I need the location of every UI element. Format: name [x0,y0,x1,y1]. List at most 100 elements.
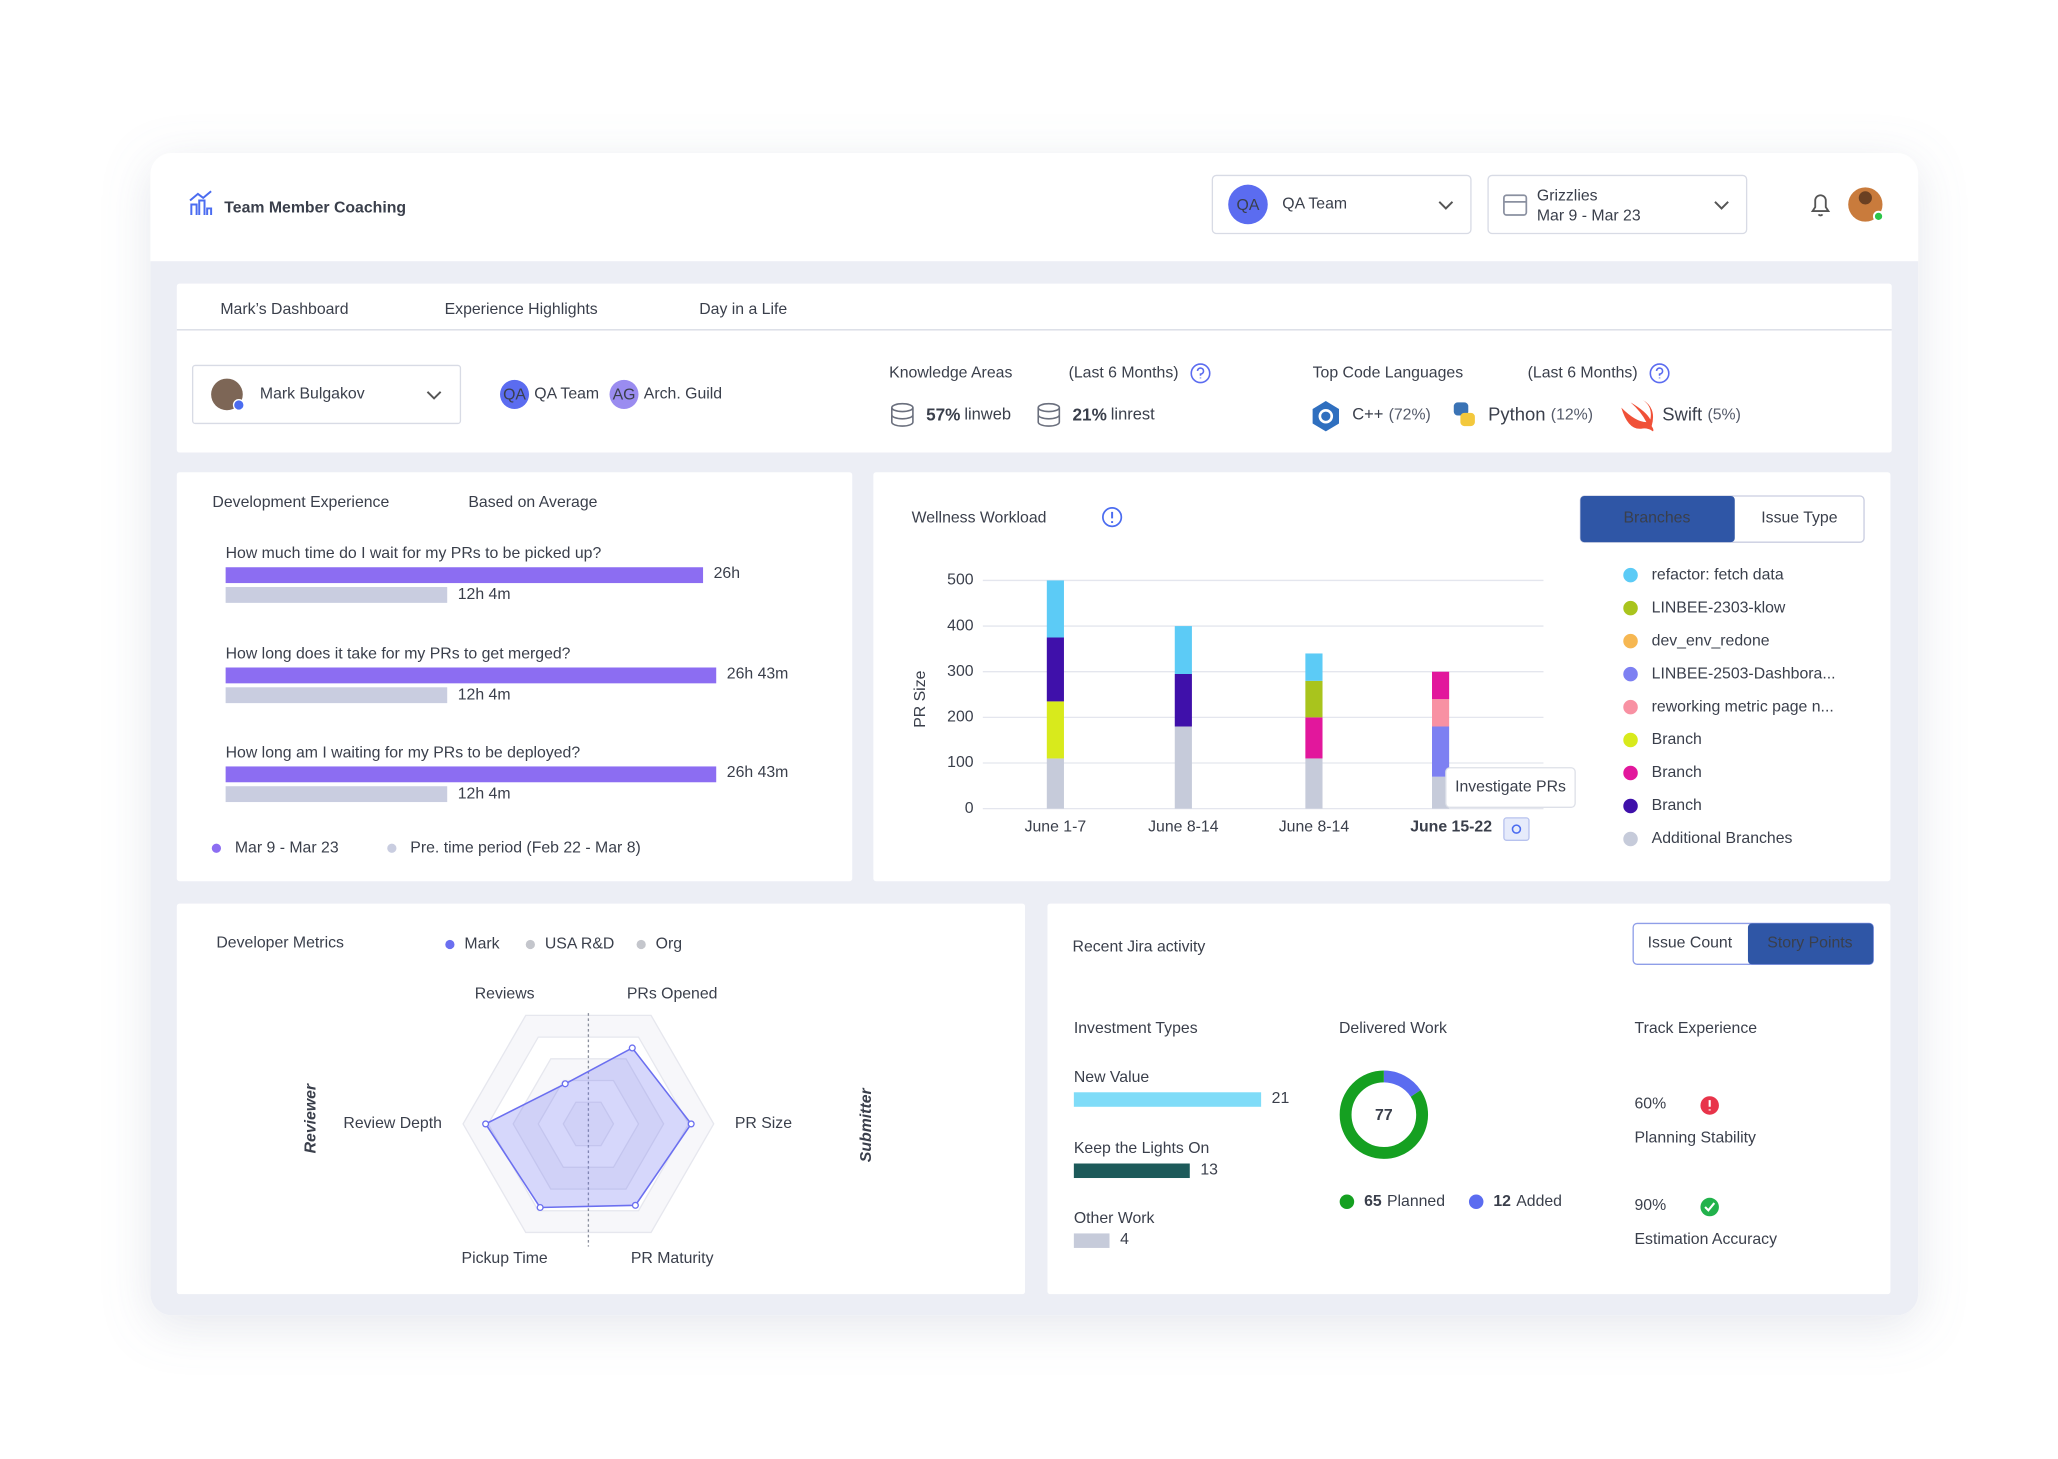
toggle-label[interactable]: Issue Type [1761,510,1837,527]
bar-segment [1046,758,1064,809]
delivered-value: 65 [1364,1193,1382,1210]
y-tick-label: 400 [947,617,974,634]
group-name: QA Team [534,386,599,403]
sprint-dropdown[interactable] [1487,174,1748,235]
panel-title: Wellness Workload [912,510,1047,527]
tab[interactable]: Mark’s Dashboard [220,301,348,318]
side-label: Submitter [858,1087,875,1162]
radar-point [628,1044,636,1052]
investment-name: New Value [1074,1069,1150,1086]
current-bar [225,567,704,584]
radar-point [561,1080,569,1088]
toggle-label[interactable]: Issue Count [1648,934,1733,951]
language-item: Python (12%) [1488,403,1593,424]
knowledge-share: 57% [926,404,960,424]
legend-label: Mar 9 - Mar 23 [235,839,339,856]
status-icon [1700,1197,1719,1217]
tab[interactable]: Experience Highlights [445,301,598,318]
radar-point [631,1201,639,1209]
current-label: 26h 43m [727,665,789,682]
language-item: C++ (72%) [1352,406,1431,424]
investment-bar [1073,1092,1262,1107]
investment-bar [1073,1233,1110,1248]
section-title: Knowledge Areas [889,365,1012,382]
bar-segment [1305,680,1323,718]
legend-label: Branch [1652,797,1702,814]
y-tick-label: 0 [965,800,974,817]
notification-bell[interactable] [1810,194,1831,217]
bar-segment [1305,717,1323,759]
sprint-name: Grizzlies [1537,188,1598,205]
column-title: Investment Types [1074,1020,1198,1037]
panel-title: Development Experience [212,494,389,511]
legend-dot [1623,732,1638,748]
current-label: 26h 43m [727,764,789,781]
legend-dot [636,939,646,950]
legend-dot [1623,831,1638,847]
legend-label: reworking metric page n... [1652,698,1834,715]
y-axis-label: PR Size [912,670,929,727]
section-period: (Last 6 Months) [1069,365,1179,382]
previous-bar [225,587,448,603]
help-mark [1655,367,1664,379]
python-icon-top [1453,402,1469,416]
previous-label: 12h 4m [458,586,511,603]
tooltip-text: Investigate PRs [1455,779,1566,796]
legend-dot [1623,633,1638,649]
question-text: How much time do I wait for my PRs to be… [226,545,602,562]
investment-bar [1073,1163,1190,1179]
group-badge-text: AG [613,386,636,403]
tab[interactable]: Day in a Life [699,301,787,318]
chevron [1714,201,1729,210]
donut-total: 77 [1375,1107,1393,1124]
language-share: (5%) [1707,407,1740,424]
side-label: Reviewer [303,1083,320,1153]
knowledge-name: linweb [964,406,1011,424]
bar-segment [1046,580,1064,638]
chevron [1438,201,1454,210]
profile-dropdown[interactable] [191,364,462,425]
logo-icon [189,190,213,216]
legend-label: LINBEE-2303-klow [1652,599,1786,616]
investigate-button[interactable] [1503,817,1530,841]
investment-value: 21 [1272,1090,1290,1107]
delivered-legend: 12 Added [1493,1193,1562,1210]
legend-label: refactor: fetch data [1652,566,1784,583]
toggle-active[interactable] [1747,923,1874,965]
group-badge-text: QA [503,386,526,403]
team-dropdown[interactable] [1211,174,1472,235]
y-tick-label: 500 [947,572,974,589]
radar-axis-label: Reviews [475,986,535,1003]
language-name: Swift [1662,403,1702,424]
page-title: Team Member Coaching [224,200,406,217]
investment-value: 13 [1200,1161,1218,1178]
radar-axis-label: PR Maturity [631,1250,714,1267]
radar-axis-label: Review Depth [343,1115,442,1132]
legend-label: USA R&D [545,936,615,953]
language-share: (12%) [1551,407,1593,424]
x-tick-label: June 15-22 [1410,818,1492,835]
chevron [426,391,442,400]
radar-axis-label: PR Size [735,1115,792,1132]
help-mark [1196,367,1205,379]
profile-name: Mark Bulgakov [260,386,365,403]
swift-icon [1621,399,1654,432]
x-tick-label: June 8-14 [1279,818,1350,835]
help-icon[interactable] [1649,363,1670,384]
legend-label: Mark [464,936,499,953]
online-dot [1872,210,1885,222]
legend-label: Pre. time period (Feb 22 - Mar 8) [410,839,640,856]
delivered-value: 12 [1493,1193,1511,1210]
investment-name: Other Work [1074,1210,1155,1227]
radar-point [536,1203,544,1212]
toggle-label[interactable]: Story Points [1767,934,1852,951]
toggle-active[interactable] [1580,496,1735,543]
previous-label: 12h 4m [458,785,511,802]
panel-title: Developer Metrics [216,934,344,951]
track-value: 60% [1634,1095,1666,1112]
current-bar [225,667,717,684]
toggle-label[interactable]: Branches [1623,510,1690,527]
help-icon[interactable] [1190,363,1211,384]
legend-dot [1623,600,1638,616]
